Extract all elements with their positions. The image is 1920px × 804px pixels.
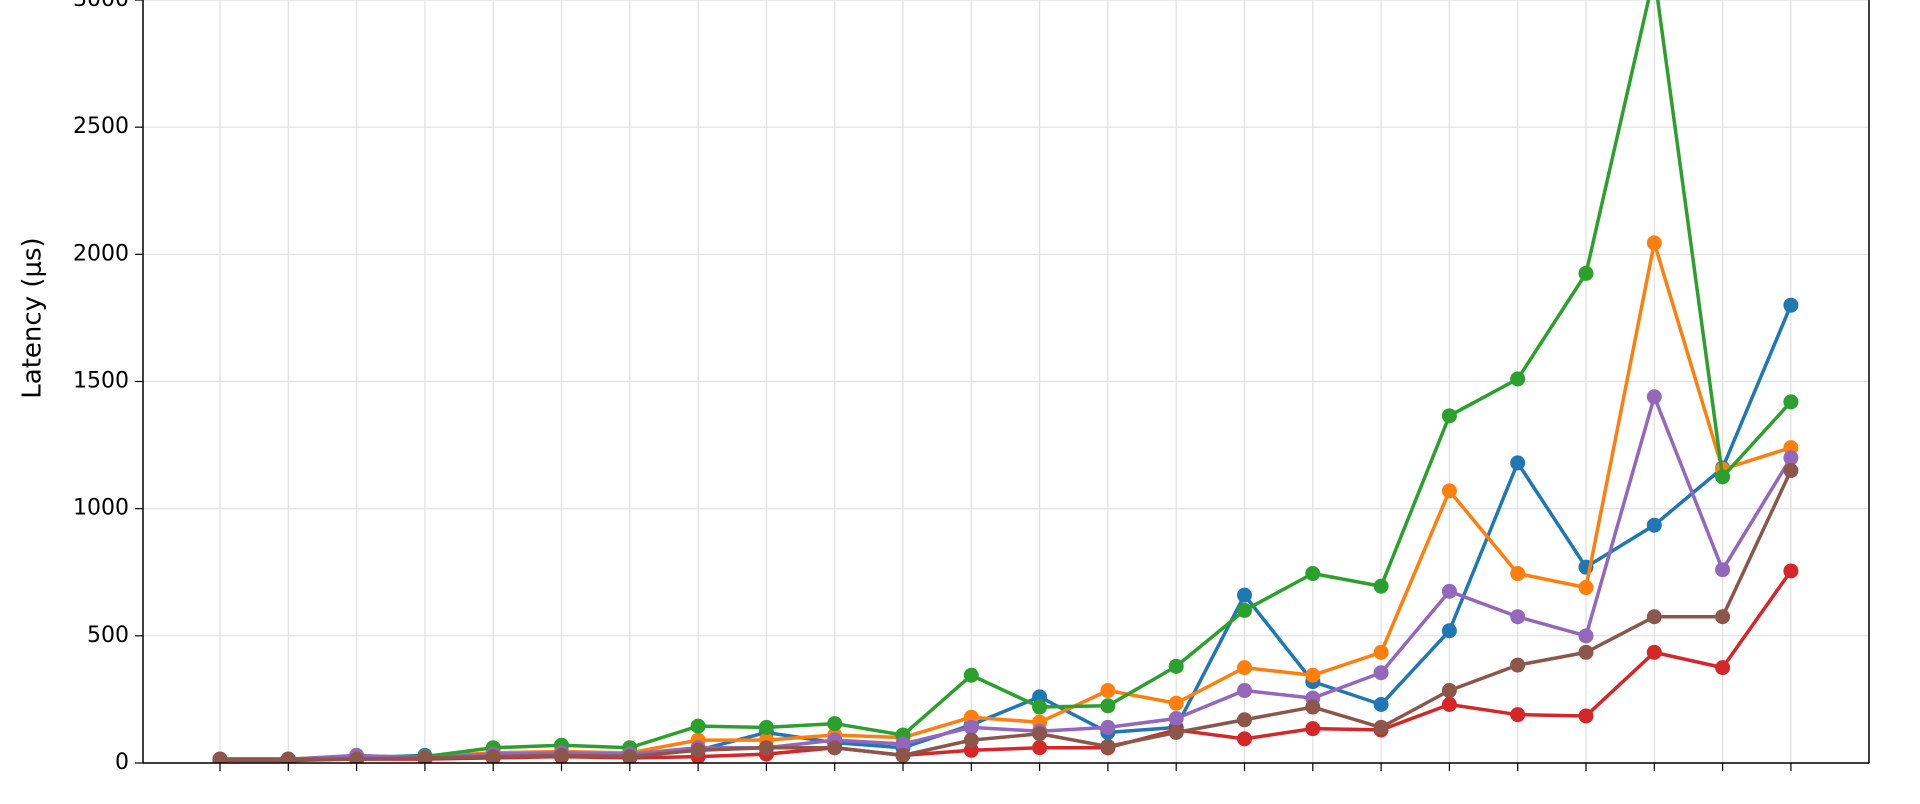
- data-point: [827, 716, 843, 732]
- data-point: [1237, 660, 1252, 676]
- data-point: [1237, 712, 1252, 728]
- data-point: [1373, 665, 1389, 681]
- data-point: [280, 751, 296, 763]
- data-point: [1373, 697, 1389, 713]
- data-point: [1032, 740, 1048, 756]
- data-point: [758, 740, 774, 756]
- data-point: [1168, 710, 1184, 726]
- series-line: [220, 395, 1793, 761]
- data-point: [1715, 562, 1731, 578]
- data-point: [1441, 408, 1457, 424]
- data-point: [212, 751, 228, 763]
- data-point: [349, 751, 365, 763]
- data-point: [1578, 644, 1594, 660]
- data-point: [1305, 566, 1321, 582]
- data-point: [1715, 469, 1731, 485]
- series-line: [220, 469, 1793, 761]
- data-point: [1441, 683, 1457, 699]
- data-point: [1100, 738, 1116, 754]
- data-point: [758, 719, 774, 735]
- data-point: [963, 667, 979, 683]
- data-point: [1373, 578, 1389, 594]
- data-point: [1305, 721, 1321, 737]
- grid: [143, 0, 1869, 764]
- data-point: [1100, 719, 1116, 735]
- data-point: [1783, 297, 1799, 313]
- y-tick-label: 3000: [73, 0, 129, 12]
- data-point: [1646, 517, 1662, 533]
- data-point: [1510, 609, 1526, 625]
- data-point: [1578, 628, 1594, 644]
- data-point: [417, 750, 433, 763]
- data-point: [1783, 463, 1799, 479]
- data-point: [1237, 602, 1252, 618]
- data-point: [1646, 644, 1662, 660]
- series-line: [220, 0, 1793, 761]
- data-point: [963, 732, 979, 748]
- data-point: [1510, 707, 1526, 723]
- data-point: [1032, 699, 1048, 715]
- data-point: [1168, 658, 1184, 674]
- data-point: [1510, 455, 1526, 471]
- data-point: [1646, 389, 1662, 405]
- data-point: [1373, 644, 1389, 660]
- y-tick-label: 1500: [73, 369, 129, 394]
- data-point: [1032, 726, 1048, 742]
- data-point: [1578, 580, 1594, 596]
- y-tick-label: 2500: [73, 114, 129, 139]
- data-point: [1168, 695, 1184, 711]
- data-point: [1783, 450, 1799, 466]
- plot-area: [212, 0, 1799, 763]
- data-point: [1510, 566, 1526, 582]
- data-point: [827, 740, 843, 756]
- data-point: [1646, 609, 1662, 625]
- data-point: [1237, 683, 1252, 699]
- data-point: [1646, 235, 1662, 251]
- y-tick-label: 0: [115, 750, 129, 775]
- data-point: [1305, 667, 1321, 683]
- y-tick-label: 500: [87, 623, 129, 648]
- data-point: [1441, 697, 1457, 713]
- data-point: [690, 718, 706, 734]
- data-point: [1441, 583, 1457, 599]
- data-point: [690, 742, 706, 758]
- data-point: [1237, 587, 1252, 603]
- data-point: [1578, 265, 1594, 281]
- data-point: [1100, 698, 1116, 714]
- data-point: [895, 747, 911, 763]
- axes: 0 500 1000 1500 2000 2500 3000: [73, 0, 1870, 775]
- data-point: [895, 736, 911, 752]
- data-point: [1305, 699, 1321, 715]
- data-point: [963, 719, 979, 735]
- y-tick-label: 2000: [73, 241, 129, 266]
- data-point: [1441, 623, 1457, 639]
- data-point: [622, 749, 638, 763]
- data-point: [1783, 563, 1799, 579]
- y-tick-label: 1000: [73, 496, 129, 521]
- data-point: [1168, 724, 1184, 740]
- data-point: [1715, 660, 1731, 676]
- data-point: [485, 749, 501, 763]
- data-point: [1373, 719, 1389, 735]
- data-point: [1715, 609, 1731, 625]
- data-point: [554, 747, 569, 763]
- data-point: [1510, 371, 1526, 387]
- data-point: [1510, 657, 1526, 673]
- y-axis-label: Latency (μs): [18, 237, 48, 398]
- data-point: [1441, 483, 1457, 499]
- data-point: [1237, 731, 1252, 747]
- data-point: [1578, 708, 1594, 724]
- data-point: [1100, 683, 1116, 699]
- data-point: [1783, 394, 1799, 410]
